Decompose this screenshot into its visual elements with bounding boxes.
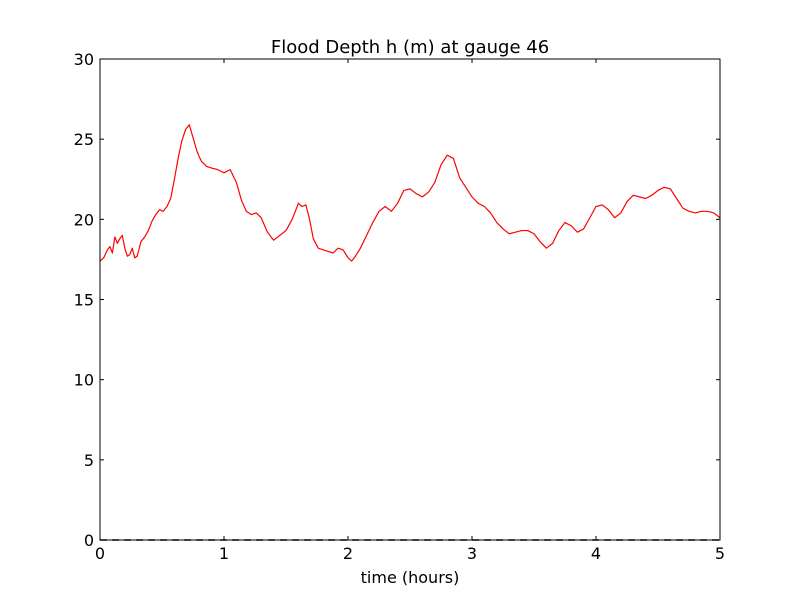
y-tick-label: 15 [74,291,94,310]
x-tick-label: 5 [715,544,725,563]
plot-area: 0 1 2 3 4 5 0 5 10 15 20 25 30 [74,50,725,563]
y-tick-label: 5 [84,451,94,470]
y-tick-label: 30 [74,50,94,69]
chart-title: Flood Depth h (m) at gauge 46 [271,37,549,58]
x-axis-label: time (hours) [361,568,460,587]
x-tick-label: 1 [219,544,229,563]
y-tick-label: 20 [74,210,94,229]
y-tick-label: 10 [74,371,94,390]
x-tick-label: 4 [591,544,601,563]
x-tick-label: 0 [95,544,105,563]
tick-layer: 0 1 2 3 4 5 0 5 10 15 20 25 30 [74,50,725,563]
y-tick-label: 25 [74,130,94,149]
x-tick-label: 3 [467,544,477,563]
flood-depth-line [99,124,721,262]
x-tick-label: 2 [343,544,353,563]
y-tick-label: 0 [84,531,94,550]
